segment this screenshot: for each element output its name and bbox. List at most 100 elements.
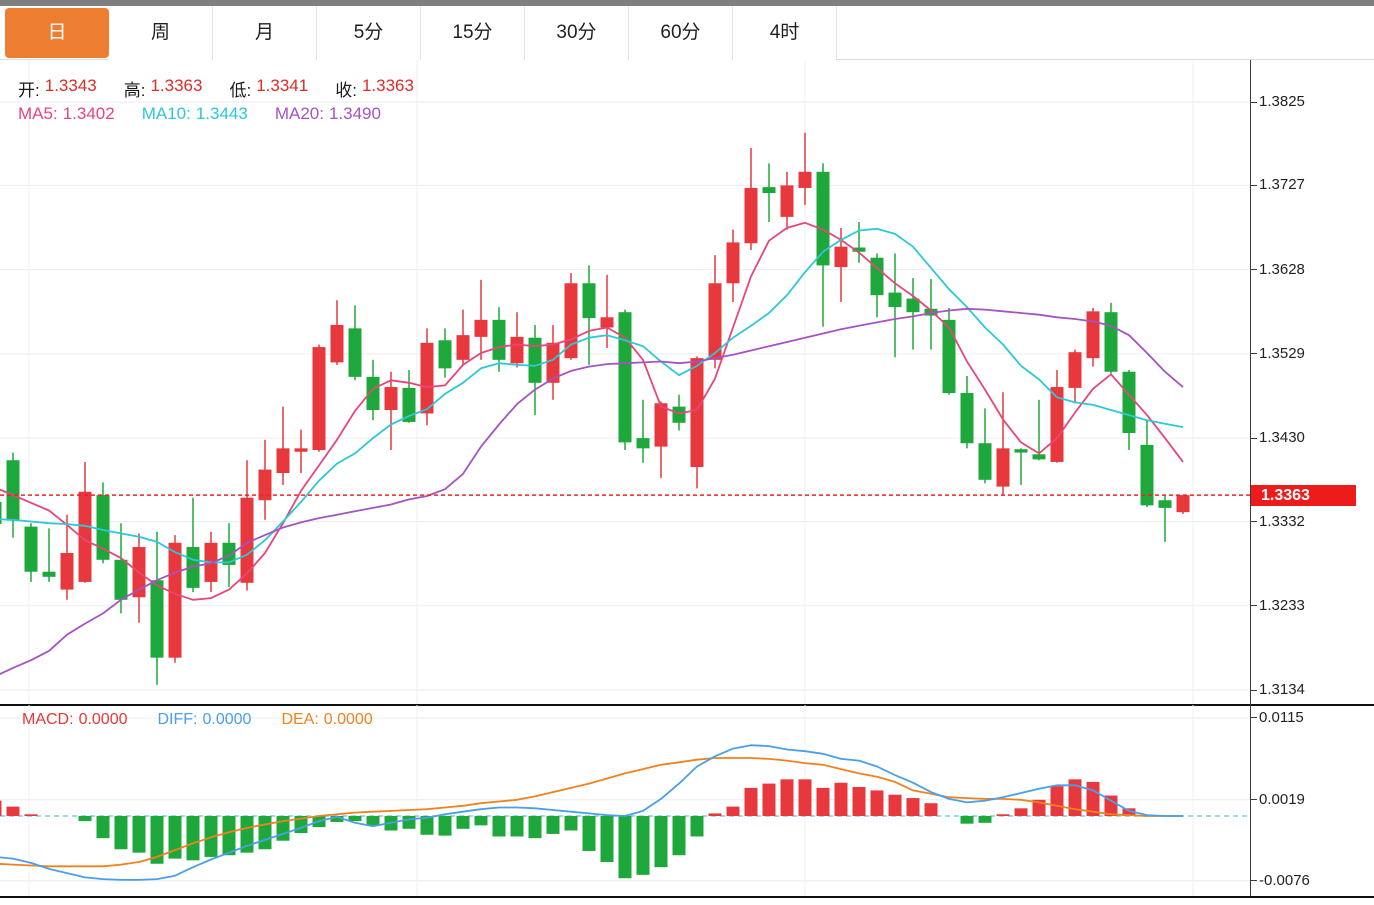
candle-body	[492, 319, 506, 360]
tab-60min[interactable]: 60分	[629, 6, 733, 60]
tab-15min[interactable]: 15分	[421, 6, 525, 60]
macd-bar	[150, 816, 164, 864]
macd-histogram	[0, 779, 1136, 879]
macd-bar	[132, 816, 146, 853]
candle-body	[1032, 454, 1046, 460]
candle-body	[690, 358, 704, 468]
axis-tick-label: 1.3332	[1250, 513, 1305, 530]
candle-body	[1122, 371, 1136, 434]
macd-bar	[672, 816, 686, 856]
candle-body	[78, 491, 92, 582]
candle-body	[114, 559, 128, 600]
candle-body	[672, 406, 686, 423]
candle-body	[312, 347, 326, 451]
candle-body	[366, 376, 380, 411]
price-axis: 1.3825 1.3727 1.3628 1.3529 1.3430 1.3332 1.32…	[1250, 0, 1374, 705]
candle-body	[726, 242, 740, 284]
candle-body	[708, 283, 722, 360]
diff-value: 0.0000	[202, 711, 252, 728]
timeframe-tabbar: 日 周 月 5分 15分 30分 60分 4时	[0, 6, 1374, 60]
candle-body	[24, 526, 38, 572]
candle-body	[798, 171, 812, 188]
macd-axis: 0.0115 0.0019 -0.0076	[1250, 0, 1374, 905]
axis-tick-mark	[1250, 184, 1257, 186]
tab-30min[interactable]: 30分	[525, 6, 629, 60]
macd-line-diff	[0, 744, 1183, 881]
candle-body	[942, 319, 956, 394]
candlestick-chart[interactable]	[0, 60, 1250, 705]
candle-body	[222, 542, 236, 565]
ma10-label: MA10:	[141, 104, 191, 123]
macd-bar	[114, 816, 128, 850]
ma20-label: MA20:	[274, 104, 324, 123]
macd-bar	[924, 803, 938, 816]
tab-month[interactable]: 月	[213, 6, 317, 60]
candle-body	[384, 387, 398, 411]
dea-value: 0.0000	[323, 711, 373, 728]
axis-tick-label: 1.3430	[1250, 429, 1305, 446]
top-accent-bar	[0, 0, 1374, 6]
candle-body	[636, 438, 650, 449]
candle-body	[294, 448, 308, 452]
candle-body	[6, 460, 20, 521]
macd-bar	[24, 814, 38, 816]
candle-body	[96, 495, 110, 560]
candle-body	[1050, 387, 1064, 462]
tab-4hour[interactable]: 4时	[733, 6, 837, 60]
candle-body	[60, 552, 74, 590]
candle-body	[852, 247, 866, 252]
macd-bar	[240, 816, 254, 853]
ma10-value: 1.3443	[195, 104, 248, 123]
macd-canvas[interactable]	[0, 705, 1250, 899]
open-value: 1.3343	[44, 76, 97, 95]
macd-bar	[654, 816, 668, 868]
axis-tick-label: 1.3233	[1250, 597, 1305, 614]
candle-body	[510, 336, 524, 364]
tab-day[interactable]: 日	[5, 8, 109, 58]
macd-bar	[906, 798, 920, 816]
macd-bar	[420, 816, 434, 835]
axis-tick-label: 1.3727	[1250, 176, 1305, 193]
ma-legend: MA5: 1.3402 MA10: 1.3443 MA20: 1.3490	[18, 104, 381, 124]
low-label: 低:	[229, 81, 252, 100]
open-label: 开:	[18, 81, 40, 100]
close-label: 收:	[335, 81, 357, 100]
candle-body	[978, 443, 992, 480]
tab-5min[interactable]: 5分	[317, 6, 421, 60]
macd-bar	[708, 813, 722, 816]
candle-body	[402, 387, 416, 422]
candle-body	[1176, 495, 1190, 513]
candle-body	[906, 298, 920, 313]
ohlc-legend: 开: 1.3343 高: 1.3363 低: 1.3341 收: 1.3363	[18, 76, 414, 101]
close-value: 1.3363	[361, 76, 414, 95]
macd-bar	[780, 779, 794, 816]
candle-body	[474, 319, 488, 337]
macd-bar	[6, 806, 20, 816]
macd-bar	[366, 816, 380, 826]
candle-body	[240, 497, 254, 583]
macd-bar	[222, 816, 236, 856]
ma-line-ma5	[0, 221, 1184, 601]
candle-body	[600, 317, 614, 328]
candle-body	[564, 283, 578, 359]
candlestick-canvas[interactable]	[0, 60, 1250, 705]
low-value: 1.3341	[256, 76, 309, 95]
candle-body	[330, 324, 344, 363]
candle-body	[546, 342, 560, 383]
candle-body	[348, 328, 362, 377]
macd-bar	[510, 816, 524, 837]
macd-bar	[690, 816, 704, 837]
candle-body	[1068, 352, 1082, 388]
macd-bar	[1068, 779, 1082, 816]
macd-bar	[1122, 808, 1136, 816]
macd-bar	[438, 816, 452, 836]
macd-bar	[600, 816, 614, 863]
axis-tick-label: 1.3134	[1250, 681, 1305, 698]
tab-week[interactable]: 周	[109, 6, 213, 60]
candle-body	[456, 335, 470, 360]
macd-bar	[978, 816, 992, 823]
macd-bar	[726, 806, 740, 816]
macd-panel[interactable]	[0, 705, 1250, 899]
price-axis-line	[1250, 60, 1251, 898]
candle-body	[618, 312, 632, 443]
